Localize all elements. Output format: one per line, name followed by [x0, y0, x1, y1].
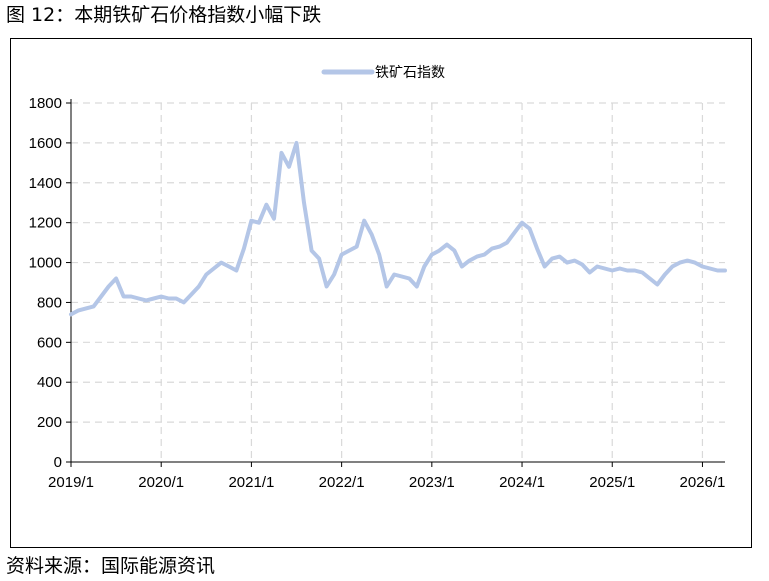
line-chart: 0 200 400 600 800 1000 1200 1400 1600 1800 2019/1 2… [29, 65, 727, 491]
y-tick-label: 1400 [29, 175, 62, 192]
y-tick-label: 1000 [29, 255, 62, 272]
x-tick-label: 2026/1 [680, 474, 726, 491]
axes: 0 200 400 600 800 1000 1200 1400 1600 1800 2019/1 2… [29, 95, 726, 491]
legend-label-iron-ore-index: 铁矿石指数 [375, 65, 445, 81]
figure-title: 图 12：本期铁矿石价格指数小幅下跌 [6, 4, 322, 26]
series-line-iron-ore-index [69, 140, 727, 317]
x-tick-label: 2021/1 [228, 474, 274, 491]
source-note: 资料来源：国际能源资讯 [6, 555, 216, 577]
y-tick-label: 200 [37, 414, 62, 431]
x-tick-label: 2022/1 [319, 474, 365, 491]
legend: 铁矿石指数 [321, 65, 445, 81]
y-tick-label: 1600 [29, 135, 62, 152]
gridlines [71, 102, 725, 462]
x-tick-label: 2020/1 [138, 474, 184, 491]
y-tick-label: 1200 [29, 215, 62, 232]
series-layer [69, 140, 727, 317]
x-tick-label: 2025/1 [589, 474, 635, 491]
x-tick-label: 2019/1 [48, 474, 94, 491]
x-tick-label: 2023/1 [409, 474, 455, 491]
y-tick-label: 1800 [29, 95, 62, 112]
y-tick-label: 0 [54, 454, 62, 471]
x-tick-label: 2024/1 [499, 474, 545, 491]
y-tick-label: 600 [37, 334, 62, 351]
y-tick-label: 400 [37, 374, 62, 391]
chart-frame: 0 200 400 600 800 1000 1200 1400 1600 1800 2019/1 2… [10, 38, 752, 548]
y-tick-label: 800 [37, 294, 62, 311]
